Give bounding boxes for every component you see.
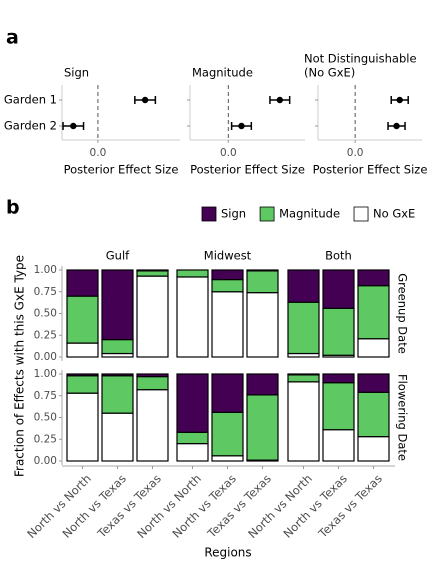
- bar-segment: [246, 269, 279, 272]
- bar-segment: [176, 443, 209, 462]
- bar-segment: [357, 285, 390, 340]
- bar-segment: [66, 295, 99, 344]
- y-tick-label: 0.25: [34, 433, 57, 445]
- bar-segment: [136, 389, 169, 462]
- y-tick-label: 0.50: [34, 412, 57, 424]
- x-tick-label: 0.0: [347, 147, 364, 159]
- bar-segment: [322, 269, 355, 309]
- bar-segment: [211, 269, 244, 281]
- bar-segment: [101, 373, 134, 377]
- bar-segment: [136, 270, 169, 277]
- bar-segment: [136, 275, 169, 358]
- bar-segment: [66, 342, 99, 358]
- x-axis-title: Posterior Effect Size: [313, 163, 428, 177]
- bar-segment: [136, 373, 169, 378]
- panel-title: Sign: [64, 66, 89, 80]
- y-tick-label: 0.50: [34, 308, 57, 320]
- x-axis-title: Regions: [204, 546, 251, 560]
- x-tick-label: 0.0: [220, 147, 237, 159]
- legend-label: No GxE: [373, 207, 415, 221]
- bar-segment: [357, 391, 390, 438]
- bar-segment: [322, 373, 355, 384]
- bar-segment: [101, 269, 134, 341]
- bar-segment: [246, 270, 279, 294]
- legend-label: Sign: [221, 207, 246, 221]
- bar-segment: [176, 269, 209, 278]
- bar-segment: [322, 307, 355, 356]
- bar-segment: [211, 291, 244, 358]
- bar-segment: [211, 278, 244, 293]
- y-tick-label: 0.00: [34, 351, 57, 363]
- point: [393, 122, 400, 130]
- bar-segment: [211, 373, 244, 413]
- y-tick-label: 0.00: [34, 455, 57, 467]
- bar-segment: [287, 301, 320, 355]
- legend-label: Magnitude: [279, 207, 340, 221]
- bar-segment: [357, 436, 390, 462]
- bar-segment: [136, 376, 169, 391]
- facet-column-label: Midwest: [204, 249, 252, 263]
- y-tick-label: 0.75: [34, 286, 57, 298]
- bar-segment: [176, 431, 209, 445]
- y-tick-label: Garden 2: [4, 119, 57, 133]
- bar-segment: [211, 455, 244, 462]
- point: [238, 122, 245, 130]
- facet-row-label: Greenup Date: [396, 273, 410, 354]
- y-tick-label: Garden 1: [4, 93, 57, 107]
- bar-segment: [357, 269, 390, 287]
- panel-title: Magnitude: [192, 66, 253, 80]
- point: [396, 96, 403, 104]
- y-axis-title: Fraction of Effects with this GxE Type: [13, 255, 27, 477]
- point: [276, 96, 284, 104]
- bar-segment: [101, 412, 134, 462]
- bar-segment: [287, 373, 320, 376]
- bar-segment: [176, 276, 209, 358]
- bar-segment: [246, 394, 279, 461]
- bar-segment: [357, 373, 390, 393]
- bar-segment: [246, 373, 279, 396]
- bar-segment: [66, 392, 99, 462]
- bar-segment: [357, 338, 390, 358]
- legend-swatch: [259, 206, 275, 222]
- bar-segment: [66, 375, 99, 394]
- bar-segment: [246, 292, 279, 358]
- bar-segment: [136, 269, 169, 272]
- legend-swatch: [201, 206, 217, 222]
- panel-label: b: [6, 197, 20, 219]
- bar-segment: [101, 375, 134, 414]
- x-tick-label: 0.0: [90, 147, 107, 159]
- bar-segment: [66, 373, 99, 377]
- panel-title: (No GxE): [304, 66, 355, 80]
- facet-column-label: Gulf: [106, 249, 130, 263]
- x-axis-title: Posterior Effect Size: [64, 163, 179, 177]
- bar-segment: [211, 411, 244, 457]
- x-axis-title: Posterior Effect Size: [190, 163, 305, 177]
- bar-segment: [322, 382, 355, 431]
- point: [141, 96, 149, 104]
- y-tick-label: 0.75: [34, 390, 57, 402]
- legend-swatch: [353, 206, 369, 222]
- point: [70, 122, 77, 130]
- panel-label: a: [6, 27, 19, 49]
- bar-segment: [101, 339, 134, 355]
- facet-row-label: Flowering Date: [396, 374, 410, 461]
- bar-segment: [66, 269, 99, 297]
- y-tick-label: 1.00: [34, 368, 57, 380]
- bar-segment: [287, 269, 320, 303]
- x-tick-label: Texas vs Texas: [315, 471, 385, 541]
- bar-segment: [176, 373, 209, 433]
- bar-segment: [287, 374, 320, 383]
- bar-segment: [322, 429, 355, 462]
- facet-column-label: Both: [325, 249, 352, 263]
- y-tick-label: 0.25: [34, 329, 57, 341]
- y-tick-label: 1.00: [34, 264, 57, 276]
- bar-segment: [287, 381, 320, 462]
- panel-title: Not Distinguishable: [304, 52, 417, 66]
